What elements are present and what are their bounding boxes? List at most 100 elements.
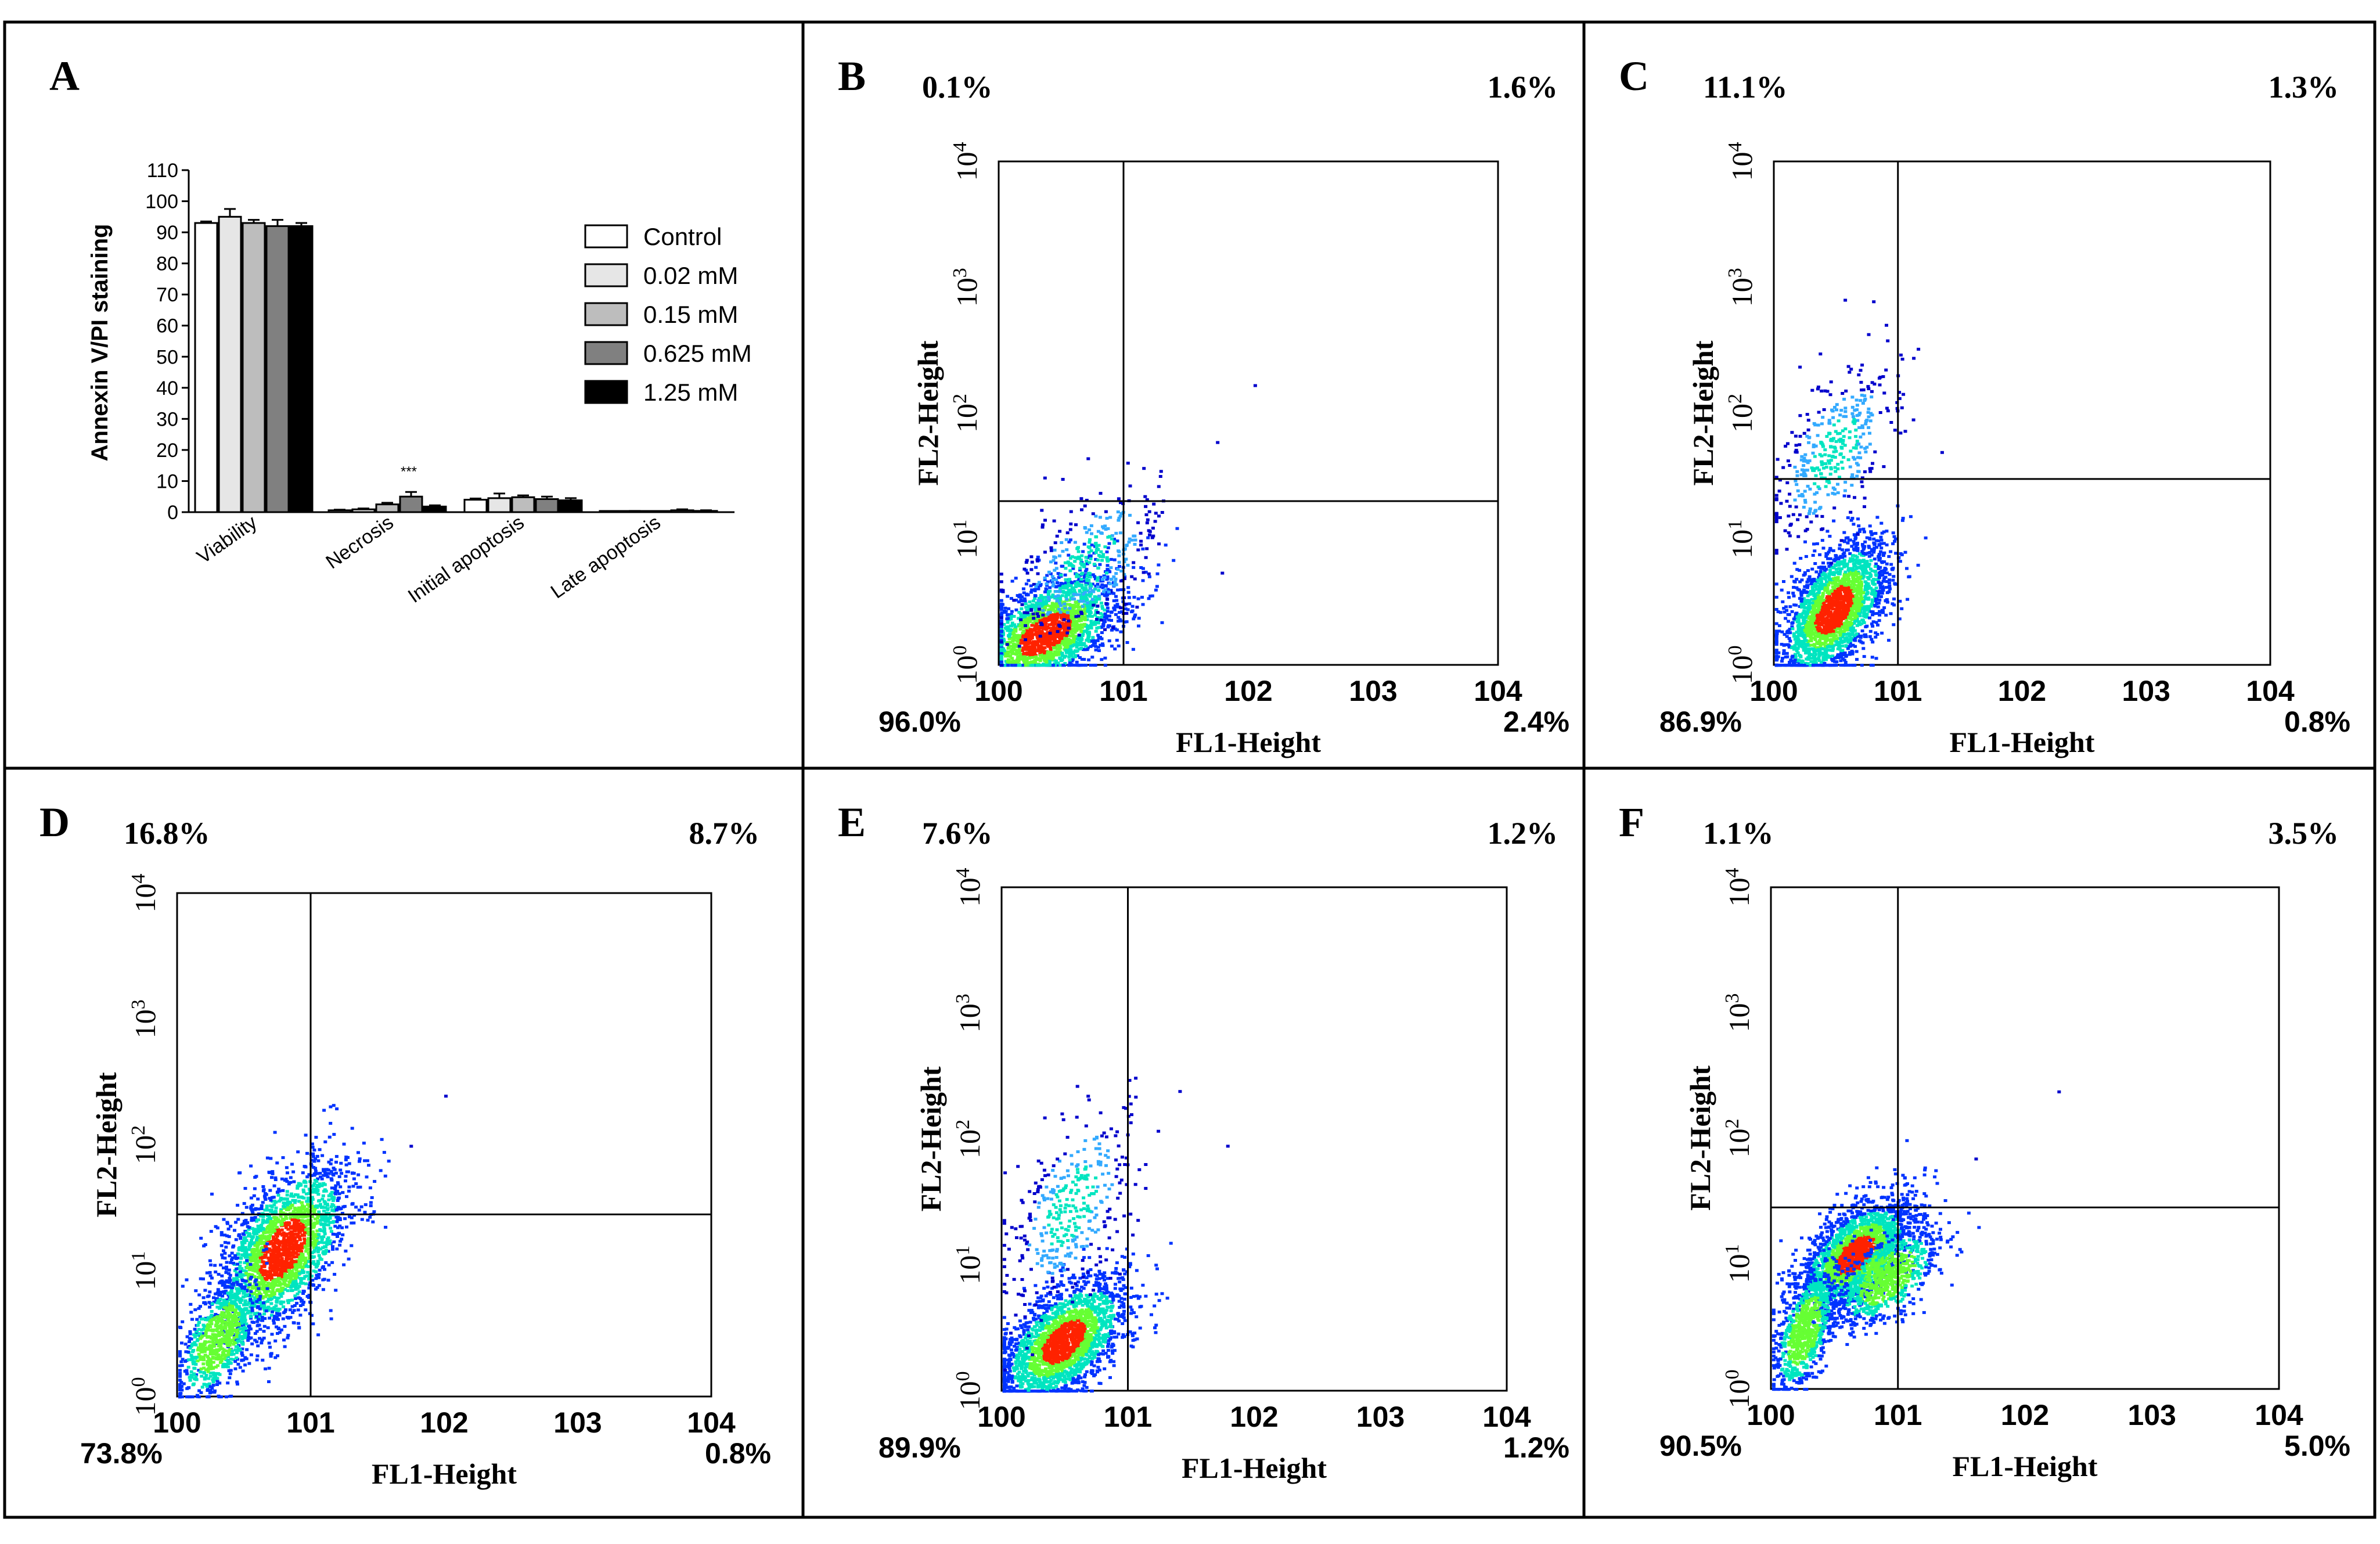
event-dot xyxy=(1867,607,1871,610)
event-dot xyxy=(1010,645,1014,648)
event-dot xyxy=(1112,575,1116,578)
event-dot xyxy=(1130,604,1135,608)
event-dot xyxy=(1830,562,1834,565)
event-dot xyxy=(1082,629,1086,633)
event-dot xyxy=(1782,607,1786,610)
event-dot xyxy=(1792,594,1796,598)
event-dot xyxy=(1164,544,1168,547)
event-dot xyxy=(1849,629,1853,632)
event-dot xyxy=(1867,563,1871,566)
event-dot xyxy=(1795,620,1799,624)
event-dot xyxy=(1796,616,1801,619)
event-dot xyxy=(1839,562,1843,566)
event-dot xyxy=(1805,634,1809,637)
event-dot xyxy=(1873,582,1877,586)
event-dot xyxy=(1071,622,1075,625)
event-dot xyxy=(1068,556,1072,560)
event-dot xyxy=(1079,606,1082,609)
event-dot xyxy=(1853,548,1857,552)
event-dot xyxy=(1085,531,1089,534)
event-dot xyxy=(1873,557,1877,561)
event-dot xyxy=(1855,600,1859,603)
event-dot xyxy=(1105,598,1109,600)
event-dot xyxy=(1816,595,1820,599)
event-dot xyxy=(1820,623,1823,627)
event-dot xyxy=(1803,585,1807,588)
event-dot xyxy=(1860,622,1864,625)
event-dot xyxy=(1049,658,1053,661)
event-dot xyxy=(1924,536,1928,539)
event-dot xyxy=(1843,570,1848,574)
event-dot xyxy=(1810,580,1814,583)
event-dot xyxy=(1774,629,1778,633)
event-dot xyxy=(1034,640,1038,644)
event-dot xyxy=(1085,499,1089,502)
event-dot xyxy=(1022,597,1027,600)
event-dot xyxy=(1058,584,1063,588)
event-dot xyxy=(1862,655,1866,658)
event-dot xyxy=(1053,637,1057,640)
event-dot xyxy=(1094,629,1098,633)
event-dot xyxy=(1879,542,1883,545)
event-dot xyxy=(1877,619,1881,622)
event-dot xyxy=(1007,634,1010,638)
event-dot xyxy=(1083,612,1087,616)
event-dot xyxy=(1090,598,1094,601)
event-dot xyxy=(1836,654,1839,658)
event-dot xyxy=(1828,535,1832,538)
event-dot xyxy=(1051,636,1055,639)
event-dot xyxy=(1838,640,1842,644)
event-dot xyxy=(1855,589,1859,593)
event-dot xyxy=(1819,604,1823,607)
event-dot xyxy=(1807,604,1811,608)
event-dot xyxy=(1845,627,1849,631)
event-dot xyxy=(1818,588,1822,591)
event-dot xyxy=(1794,642,1798,646)
event-dot xyxy=(1853,629,1857,632)
x-tick-label: 104 xyxy=(1474,675,1522,707)
event-dot xyxy=(1848,572,1852,575)
event-dot xyxy=(1073,622,1076,626)
bar xyxy=(194,222,218,513)
event-dot xyxy=(1782,580,1785,583)
event-dot xyxy=(1851,554,1855,557)
event-dot xyxy=(1862,621,1866,624)
event-dot xyxy=(1879,591,1884,594)
event-dot xyxy=(1046,657,1050,661)
event-dot xyxy=(1863,585,1867,588)
event-dot xyxy=(1082,565,1086,568)
event-dot xyxy=(1126,462,1130,465)
event-dot xyxy=(1044,621,1048,625)
event-dot xyxy=(1812,608,1816,611)
event-dot xyxy=(1811,622,1815,625)
event-dot xyxy=(1853,645,1857,648)
event-dot xyxy=(1052,629,1056,632)
event-dot xyxy=(1823,664,1827,667)
event-dot xyxy=(1051,593,1055,597)
event-dot xyxy=(1871,624,1875,628)
x-tick-label: 102 xyxy=(1224,675,1272,707)
event-dot xyxy=(1909,515,1913,519)
event-dot xyxy=(1040,641,1044,645)
event-dot xyxy=(1071,634,1075,638)
event-dot xyxy=(1837,656,1841,659)
event-dot xyxy=(1852,523,1856,526)
event-dot xyxy=(1781,466,1785,469)
event-dot xyxy=(1821,658,1825,662)
event-dot xyxy=(1819,653,1823,656)
event-dot xyxy=(1839,588,1843,591)
event-dot xyxy=(1846,664,1850,667)
y-tick-label: 102 xyxy=(949,394,983,433)
event-dot xyxy=(1797,645,1801,648)
event-dot xyxy=(1033,589,1037,592)
event-dot xyxy=(1779,664,1783,667)
event-dot xyxy=(1809,589,1813,593)
event-dot xyxy=(999,647,1003,651)
event-dot xyxy=(1813,659,1817,663)
event-dot xyxy=(1098,516,1102,519)
event-dot xyxy=(1054,590,1058,593)
event-dot xyxy=(1860,553,1864,557)
event-dot xyxy=(1042,642,1046,645)
event-dot xyxy=(1017,645,1021,648)
event-dot xyxy=(999,606,1003,610)
